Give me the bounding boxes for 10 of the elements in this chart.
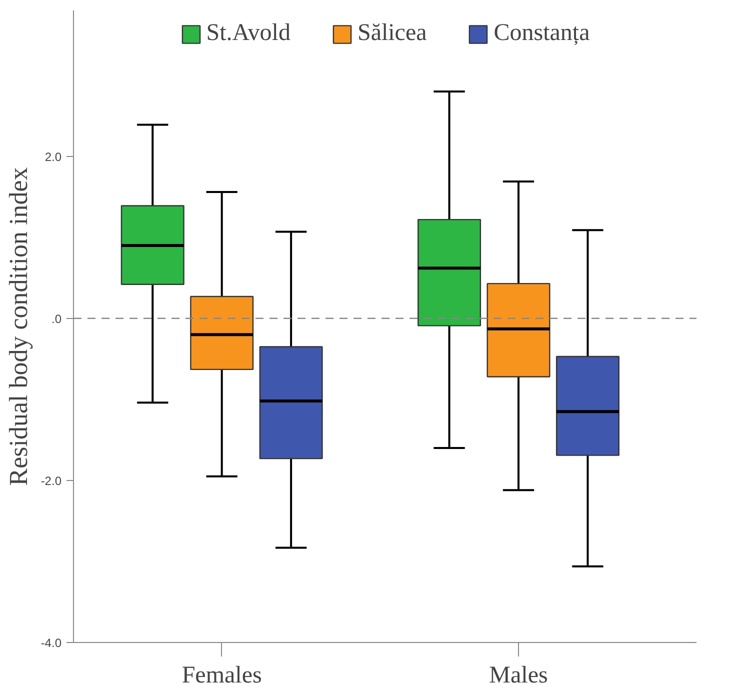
y-tick-label: .0 xyxy=(51,312,62,326)
x-tick-label: Males xyxy=(489,662,548,688)
legend-label: Constanța xyxy=(494,20,590,47)
legend-label: St.Avold xyxy=(206,20,290,47)
y-tick-label: -2.0 xyxy=(40,474,62,488)
y-tick-label: -4.0 xyxy=(40,636,62,650)
y-tick-label: 2.0 xyxy=(44,150,62,164)
y-axis-title: Residual body condition index xyxy=(4,167,33,486)
x-tick-label: Females xyxy=(182,662,262,688)
legend-label: Sălicea xyxy=(357,20,427,47)
